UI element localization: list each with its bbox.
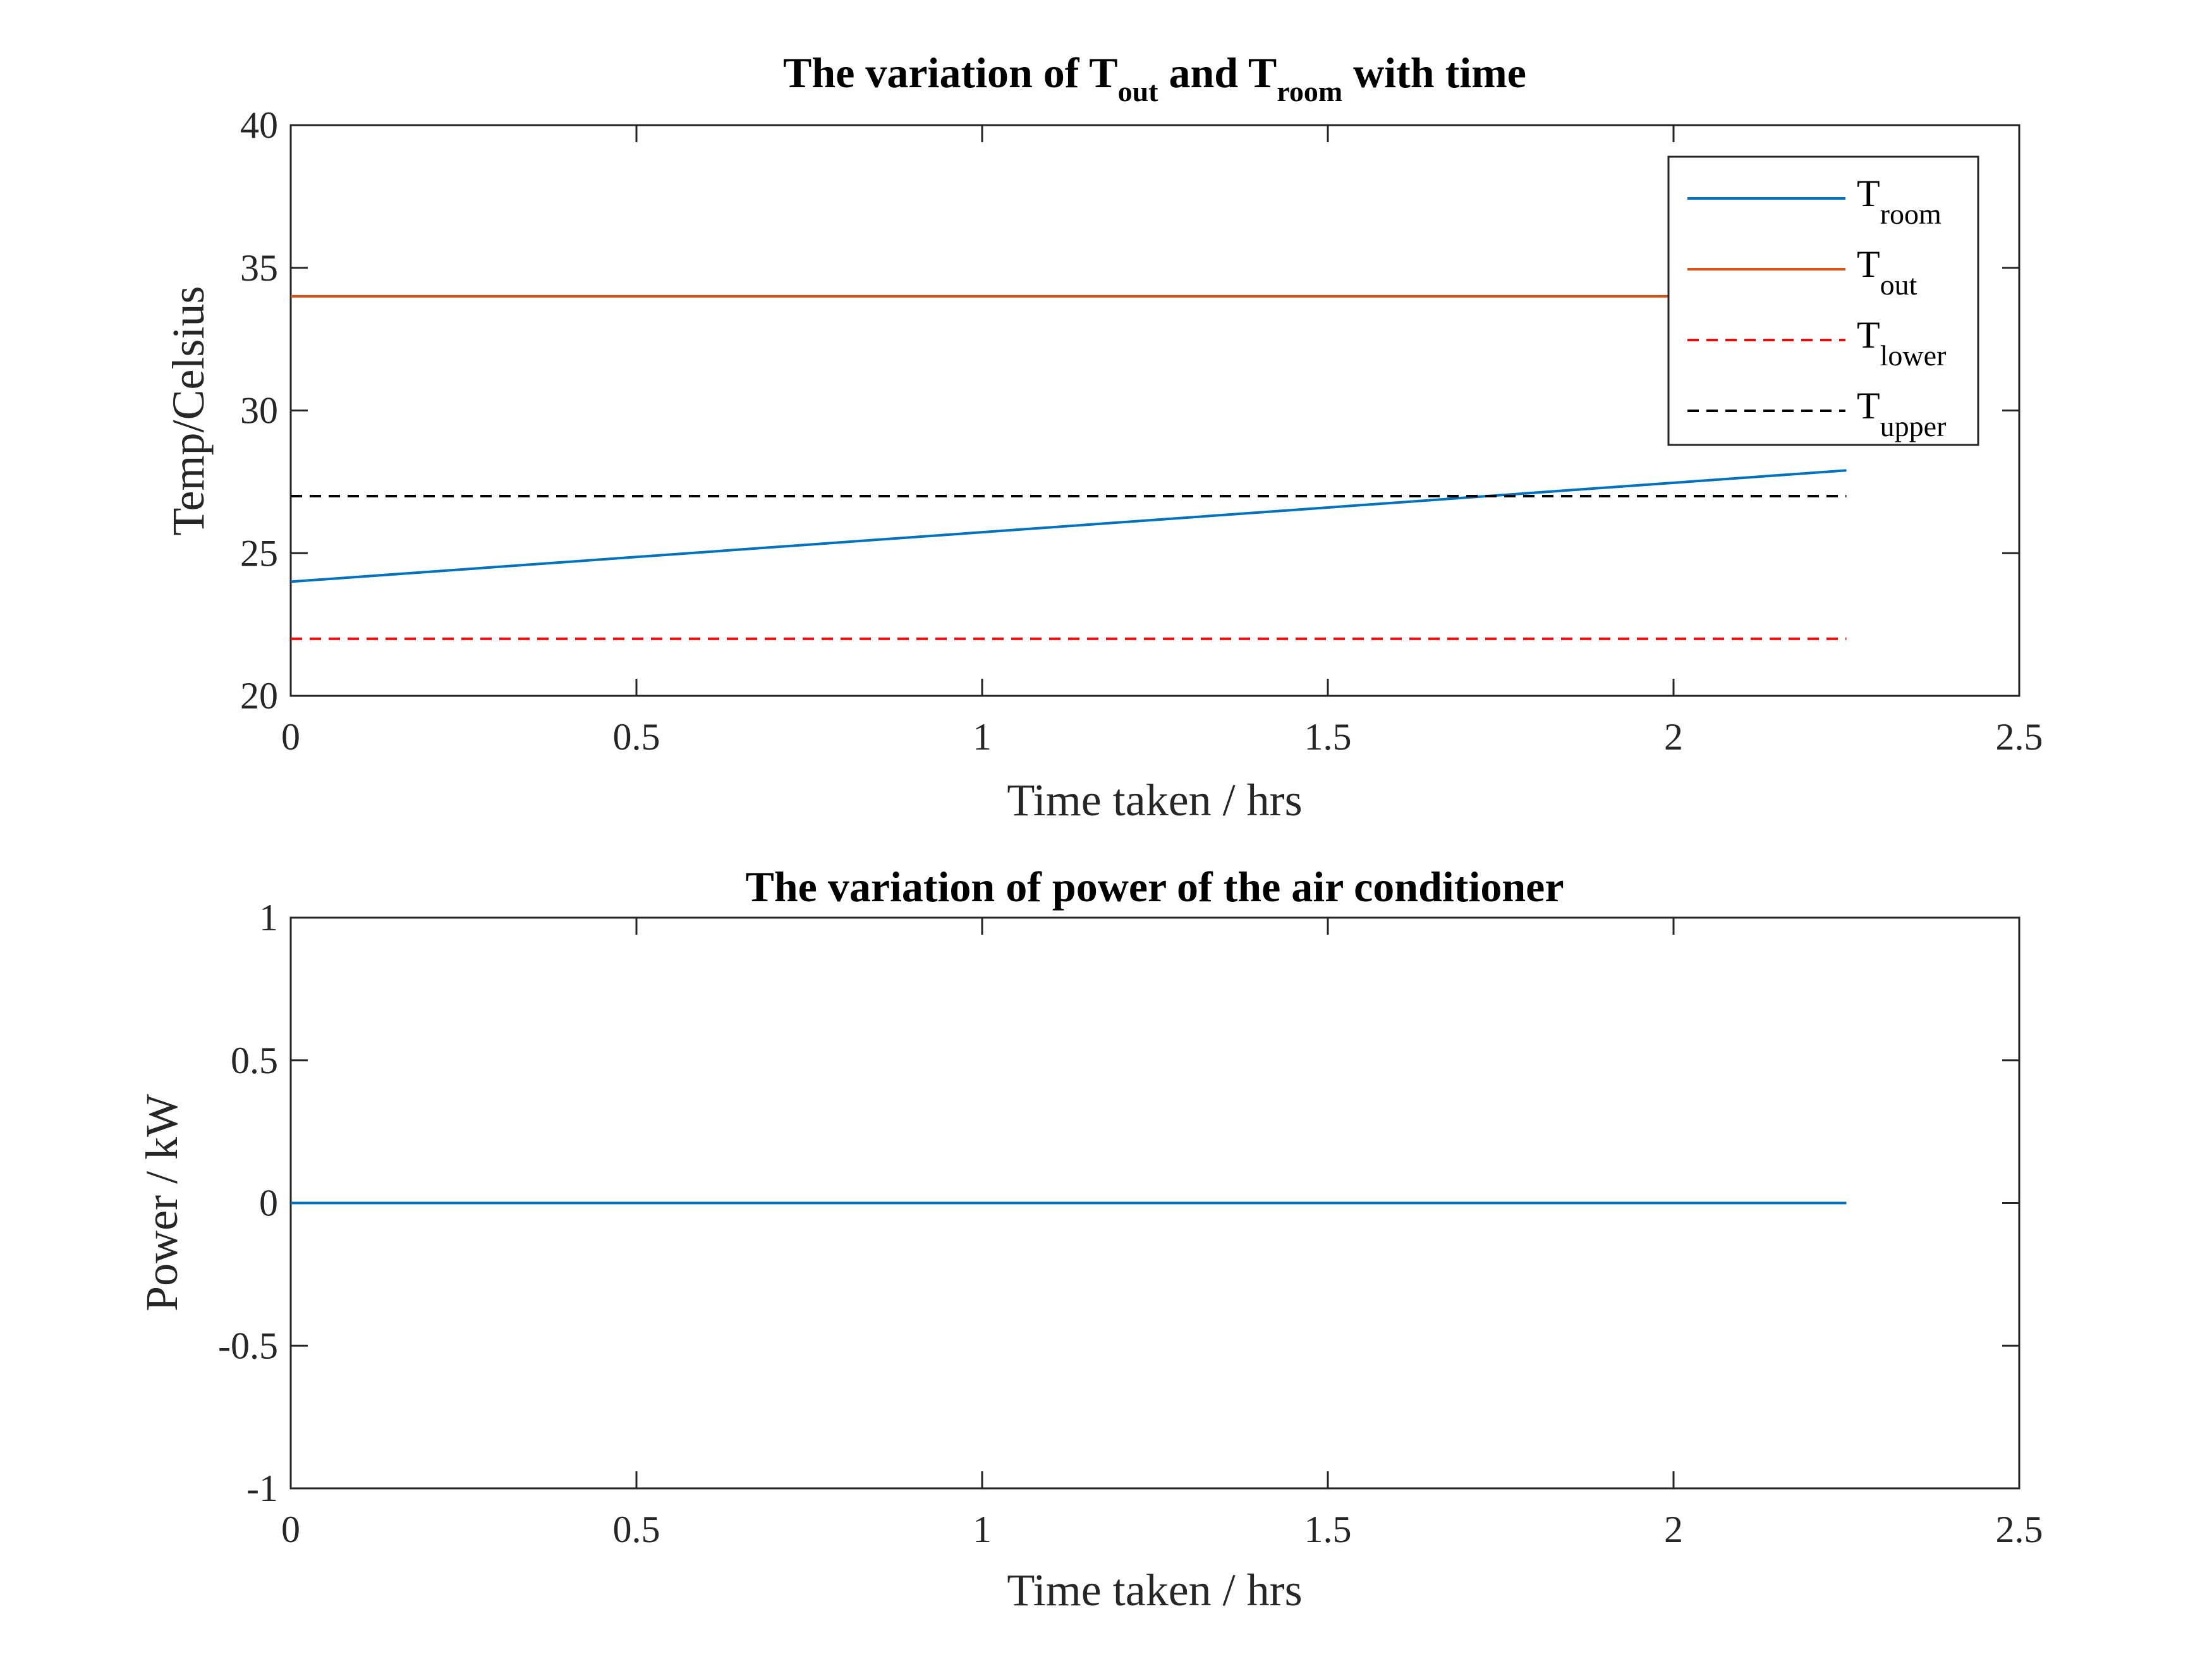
- x-tick-label: 1: [973, 1509, 992, 1550]
- x-tick-label: 0: [281, 716, 300, 758]
- x-tick-label: 0.5: [613, 1509, 660, 1550]
- y-tick-label: 40: [240, 104, 278, 146]
- y-tick-label: 1: [259, 897, 278, 939]
- x-tick-label: 0: [281, 1509, 300, 1550]
- y-tick-label: -0.5: [218, 1325, 278, 1366]
- legend-label-lower: Tlower: [1857, 314, 1946, 372]
- series-line-room: [290, 469, 1847, 583]
- x-tick-label: 2.5: [1996, 716, 2043, 758]
- legend-label-upper: Tupper: [1857, 385, 1946, 442]
- y-tick-label: 25: [240, 532, 278, 574]
- y-tick-label: -1: [246, 1468, 278, 1509]
- y-tick-label: 0.5: [231, 1040, 278, 1081]
- x-tick-label: 2: [1664, 1509, 1683, 1550]
- legend: Troom Tout Tlower Tupper: [1667, 155, 1979, 446]
- power-chart-ylabel: Power / kW: [137, 1094, 187, 1311]
- power-chart: The variation of power of the air condit…: [137, 863, 2043, 1615]
- x-tick-label: 0.5: [613, 716, 660, 758]
- x-tick-label: 1: [973, 716, 992, 758]
- power-chart-title: The variation of power of the air condit…: [745, 863, 1564, 911]
- y-tick-label: 35: [240, 247, 278, 289]
- y-tick-label: 20: [240, 675, 278, 717]
- temperature-chart-title: The variation of Tout and Troom with tim…: [783, 49, 1526, 107]
- x-tick-label: 2: [1664, 716, 1683, 758]
- temperature-chart-xlabel: Time taken / hrs: [1007, 775, 1302, 825]
- x-tick-label: 2.5: [1996, 1509, 2043, 1550]
- legend-box: [1667, 155, 1979, 446]
- legend-label-room: Troom: [1857, 173, 1942, 230]
- temperature-chart: The variation of Tout and Troom with tim…: [163, 49, 2043, 825]
- temperature-chart-ylabel: Temp/Celsius: [163, 286, 214, 536]
- x-tick-label: 1.5: [1304, 716, 1352, 758]
- x-tick-label: 1.5: [1304, 1509, 1352, 1550]
- y-tick-label: 0: [259, 1182, 278, 1224]
- legend-label-out: Tout: [1857, 243, 1917, 301]
- y-tick-label: 30: [240, 390, 278, 432]
- power-chart-xlabel: Time taken / hrs: [1007, 1565, 1302, 1615]
